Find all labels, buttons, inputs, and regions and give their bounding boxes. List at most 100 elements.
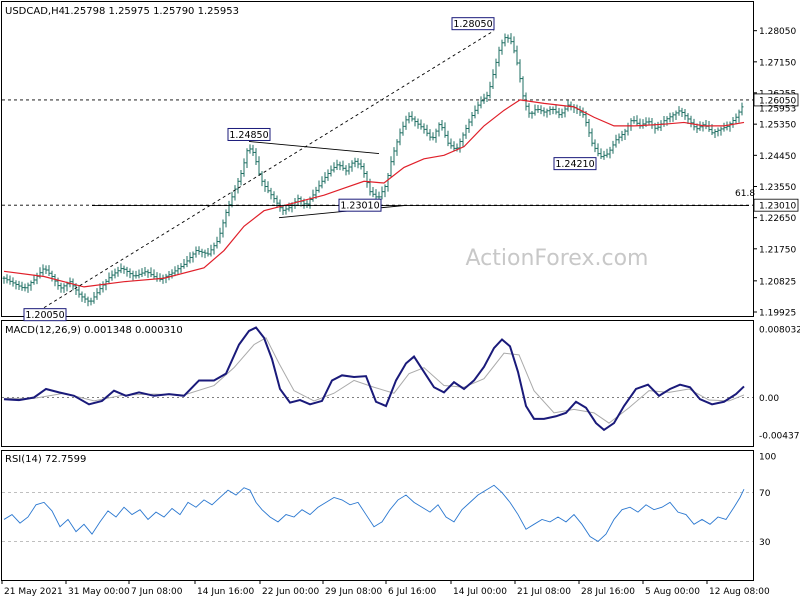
price-annotation: 1.24850 bbox=[227, 127, 271, 141]
annotation-text: 1.28050 bbox=[453, 19, 492, 30]
macd-layer bbox=[2, 326, 753, 432]
candle bbox=[254, 148, 258, 165]
watermark: ActionForex.com bbox=[466, 246, 649, 271]
candle bbox=[206, 248, 210, 257]
ohlc-label: 1.25798 1.25975 1.25790 1.25953 bbox=[64, 6, 239, 17]
macd-line bbox=[3, 326, 745, 432]
annotation-text: 1.20050 bbox=[25, 310, 64, 321]
candle bbox=[632, 116, 636, 124]
candle bbox=[149, 267, 153, 277]
candle bbox=[116, 266, 120, 277]
candle bbox=[251, 144, 255, 156]
candle bbox=[521, 76, 525, 102]
candle bbox=[686, 113, 690, 124]
trendline bbox=[43, 30, 495, 309]
candle bbox=[200, 248, 204, 258]
x-tick-label: 21 May 2021 bbox=[4, 587, 63, 597]
candle bbox=[11, 277, 15, 287]
candle bbox=[188, 252, 192, 264]
x-tick-label: 7 Jun 08:00 bbox=[131, 587, 183, 597]
candle bbox=[176, 264, 180, 275]
candle bbox=[209, 244, 213, 257]
candle bbox=[359, 159, 363, 170]
price-layer: 1.28050 1.24850 1.24210 1.23010 1.20050 bbox=[2, 17, 753, 322]
rsi-line bbox=[3, 484, 745, 542]
candle bbox=[389, 156, 393, 178]
candle bbox=[509, 33, 513, 45]
candle bbox=[425, 124, 429, 137]
candle bbox=[344, 165, 348, 176]
price-tick-label: 1.20825 bbox=[759, 277, 796, 287]
candle bbox=[41, 264, 45, 276]
candle bbox=[143, 266, 147, 276]
price-annotation: 1.24210 bbox=[553, 157, 597, 171]
candle bbox=[2, 276, 6, 284]
candle bbox=[647, 117, 651, 126]
candle bbox=[587, 119, 591, 138]
candle bbox=[407, 112, 411, 124]
rsi-layer bbox=[2, 484, 753, 542]
candle bbox=[371, 186, 375, 198]
candle bbox=[233, 185, 237, 201]
candle bbox=[530, 111, 534, 119]
candle bbox=[14, 280, 18, 290]
candle bbox=[404, 115, 408, 130]
candle bbox=[311, 189, 315, 202]
candle bbox=[44, 265, 48, 274]
candle bbox=[335, 159, 339, 170]
candle bbox=[305, 200, 309, 208]
price-tick-label: 1.28050 bbox=[759, 27, 796, 37]
price-tick-label: 1.24450 bbox=[759, 152, 796, 162]
candle bbox=[482, 93, 486, 104]
candle bbox=[263, 179, 267, 192]
candle bbox=[62, 283, 66, 293]
candle bbox=[323, 172, 327, 184]
level-price-label: 1.23010 bbox=[753, 198, 799, 212]
candle bbox=[602, 150, 606, 160]
candle bbox=[437, 122, 441, 137]
candle bbox=[341, 160, 345, 171]
candle bbox=[212, 242, 216, 255]
candle bbox=[32, 274, 36, 285]
candle bbox=[620, 130, 624, 142]
candle bbox=[146, 269, 150, 278]
candle bbox=[245, 148, 249, 168]
rsi-tick-label: 100 bbox=[759, 453, 776, 463]
candle bbox=[110, 270, 114, 281]
candle bbox=[623, 128, 627, 140]
candle bbox=[479, 96, 483, 109]
candle bbox=[317, 180, 321, 193]
candle bbox=[95, 288, 99, 300]
annotation-text: 1.23010 bbox=[340, 201, 379, 212]
symbol-label: USDCAD,H4 bbox=[5, 6, 65, 17]
candle bbox=[266, 181, 270, 194]
candle bbox=[185, 255, 189, 268]
x-tick-label: 29 Jun 08:00 bbox=[325, 587, 382, 597]
candle bbox=[713, 129, 717, 139]
candle bbox=[473, 105, 477, 119]
candle bbox=[611, 140, 615, 154]
candle bbox=[614, 134, 618, 148]
candle bbox=[527, 103, 531, 118]
moving-average-line bbox=[3, 99, 745, 288]
candle bbox=[26, 282, 30, 293]
candle bbox=[431, 132, 435, 141]
candle bbox=[5, 274, 9, 284]
candle bbox=[383, 184, 387, 198]
candle bbox=[446, 130, 450, 147]
candle bbox=[272, 191, 276, 203]
candle bbox=[80, 291, 84, 302]
candle bbox=[257, 156, 261, 176]
candle bbox=[401, 121, 405, 136]
price-tick-label: 1.23550 bbox=[759, 183, 796, 193]
candle bbox=[656, 121, 660, 131]
candle bbox=[224, 209, 228, 228]
candle bbox=[137, 269, 141, 279]
price-panel bbox=[1, 1, 754, 317]
candle bbox=[422, 123, 426, 134]
trendline bbox=[248, 141, 380, 155]
price-tick-label: 1.25350 bbox=[759, 121, 796, 131]
candle bbox=[398, 128, 402, 146]
candle bbox=[65, 281, 69, 292]
